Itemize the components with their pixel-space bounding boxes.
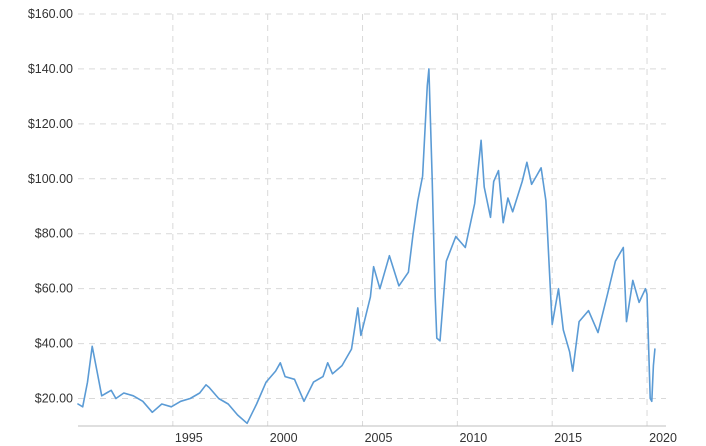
y-tick-label: $100.00 [28, 172, 73, 186]
gridlines [78, 13, 666, 426]
y-tick-label: $40.00 [35, 337, 73, 351]
x-tick-label: 2015 [554, 431, 582, 445]
y-tick-label: $120.00 [28, 117, 73, 131]
y-tick-label: $80.00 [35, 227, 73, 241]
x-tick-label: 2005 [365, 431, 393, 445]
x-tick-label: 1995 [175, 431, 203, 445]
y-tick-label: $60.00 [35, 282, 73, 296]
x-tick-labels: 1995 2000 2005 2010 2015 2020 [175, 431, 677, 445]
y-tick-label: $20.00 [35, 392, 73, 406]
x-tick-label: 2000 [270, 431, 298, 445]
y-tick-label: $160.00 [28, 7, 73, 21]
y-tick-label: $140.00 [28, 62, 73, 76]
series-lines [77, 68, 656, 425]
x-tick-label: 2020 [649, 431, 677, 445]
y-tick-labels: $20.00 $40.00 $60.00 $80.00 $100.00 $120.00 $1… [28, 7, 73, 406]
price-series-line [77, 68, 656, 425]
x-tick-label: 2010 [459, 431, 487, 445]
